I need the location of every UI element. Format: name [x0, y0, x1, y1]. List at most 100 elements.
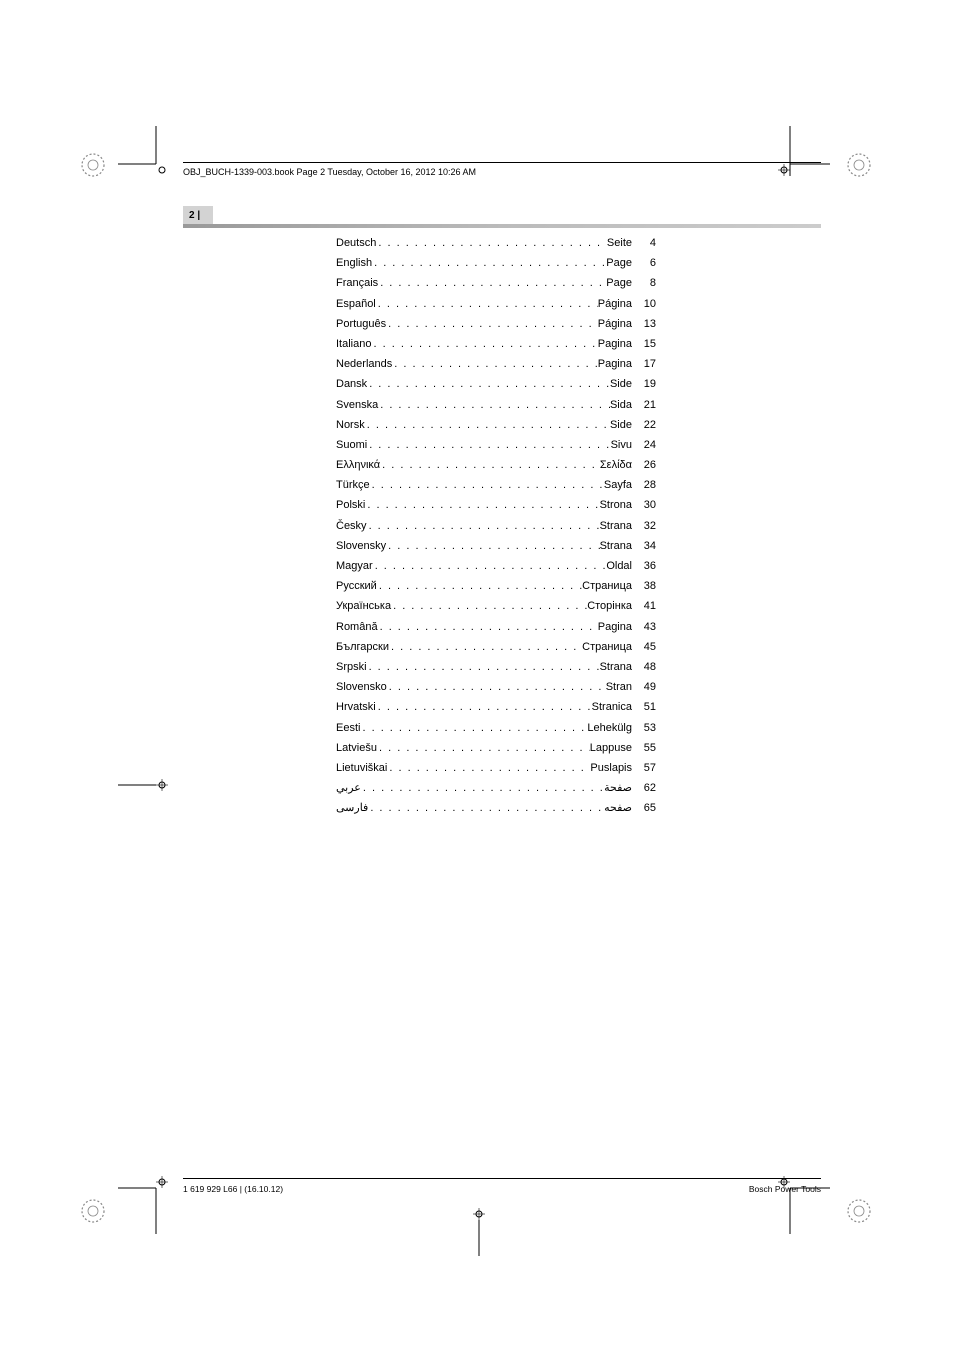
- toc-page-number: 32: [632, 521, 656, 532]
- toc-page-label: Σελίδα: [600, 460, 632, 471]
- toc-row: Slovensky. . . . . . . . . . . . . . . .…: [336, 541, 656, 552]
- toc-language: Latviešu: [336, 743, 377, 754]
- registration-mark-br: [846, 1198, 872, 1224]
- toc-language: Română: [336, 622, 378, 633]
- toc-page-label: Page: [606, 278, 632, 289]
- toc-page-number: 45: [632, 642, 656, 653]
- toc-language: Deutsch: [336, 238, 376, 249]
- toc-page-number: 49: [632, 682, 656, 693]
- toc-language: Български: [336, 642, 389, 653]
- toc-row: Latviešu. . . . . . . . . . . . . . . . …: [336, 743, 656, 754]
- toc-row: فارسی. . . . . . . . . . . . . . . . . .…: [336, 803, 656, 814]
- toc-leader-dots: . . . . . . . . . . . . . . . . . . . . …: [361, 783, 604, 794]
- toc-language: English: [336, 258, 372, 269]
- toc-row: Русский. . . . . . . . . . . . . . . . .…: [336, 581, 656, 592]
- toc-page-label: Strana: [600, 541, 632, 552]
- toc-leader-dots: . . . . . . . . . . . . . . . . . . . . …: [392, 359, 597, 370]
- toc-language: عربي: [336, 783, 361, 794]
- toc-language: Русский: [336, 581, 377, 592]
- toc-page-number: 24: [632, 440, 656, 451]
- toc-page-number: 6: [632, 258, 656, 269]
- toc-page-number: 55: [632, 743, 656, 754]
- toc-page-label: Страница: [582, 581, 632, 592]
- toc-page-label: صفحه: [604, 803, 632, 814]
- toc-leader-dots: . . . . . . . . . . . . . . . . . . . . …: [386, 319, 598, 330]
- page-number-label: 2 |: [189, 210, 200, 221]
- crop-mark-bottom-left: [118, 1174, 178, 1234]
- toc-leader-dots: . . . . . . . . . . . . . . . . . . . . …: [386, 541, 599, 552]
- toc-row: Dansk. . . . . . . . . . . . . . . . . .…: [336, 379, 656, 390]
- toc-language: Srpski: [336, 662, 367, 673]
- toc-language: Türkçe: [336, 480, 370, 491]
- crop-mark-bottom-center: [464, 1206, 494, 1256]
- toc-language: Português: [336, 319, 386, 330]
- toc-leader-dots: . . . . . . . . . . . . . . . . . . . . …: [376, 299, 598, 310]
- page-header-rule: [183, 224, 821, 228]
- toc-leader-dots: . . . . . . . . . . . . . . . . . . . . …: [376, 238, 607, 249]
- crop-mark-bottom-right: [770, 1174, 830, 1234]
- toc-page-number: 26: [632, 460, 656, 471]
- toc-leader-dots: . . . . . . . . . . . . . . . . . . . . …: [367, 379, 610, 390]
- toc-page-label: صفحة: [604, 783, 632, 794]
- toc-language: Slovensko: [336, 682, 387, 693]
- toc-page-number: 13: [632, 319, 656, 330]
- toc-language: Dansk: [336, 379, 367, 390]
- toc-leader-dots: . . . . . . . . . . . . . . . . . . . . …: [377, 743, 590, 754]
- toc-page-number: 15: [632, 339, 656, 350]
- toc-page-label: Sivu: [611, 440, 632, 451]
- toc-leader-dots: . . . . . . . . . . . . . . . . . . . . …: [378, 622, 598, 633]
- toc-language: Nederlands: [336, 359, 392, 370]
- toc-row: Slovensko. . . . . . . . . . . . . . . .…: [336, 682, 656, 693]
- registration-mark-bl: [80, 1198, 106, 1224]
- toc-language: Magyar: [336, 561, 373, 572]
- toc-row: Türkçe. . . . . . . . . . . . . . . . . …: [336, 480, 656, 491]
- toc-page-label: Puslapis: [590, 763, 632, 774]
- toc-leader-dots: . . . . . . . . . . . . . . . . . . . . …: [371, 339, 597, 350]
- toc-row: Eesti. . . . . . . . . . . . . . . . . .…: [336, 723, 656, 734]
- toc-leader-dots: . . . . . . . . . . . . . . . . . . . . …: [368, 803, 604, 814]
- toc-page-number: 34: [632, 541, 656, 552]
- toc-language: Español: [336, 299, 376, 310]
- toc-page-label: Seite: [607, 238, 632, 249]
- toc-page-number: 36: [632, 561, 656, 572]
- toc-leader-dots: . . . . . . . . . . . . . . . . . . . . …: [370, 480, 604, 491]
- toc-page-number: 21: [632, 400, 656, 411]
- toc-language: Norsk: [336, 420, 365, 431]
- toc-row: English. . . . . . . . . . . . . . . . .…: [336, 258, 656, 269]
- toc-language: Slovensky: [336, 541, 386, 552]
- toc-page-number: 53: [632, 723, 656, 734]
- toc-page-number: 19: [632, 379, 656, 390]
- toc-row: Lietuviškai. . . . . . . . . . . . . . .…: [336, 763, 656, 774]
- toc-leader-dots: . . . . . . . . . . . . . . . . . . . . …: [373, 561, 607, 572]
- toc-language: Svenska: [336, 400, 378, 411]
- toc-language: Lietuviškai: [336, 763, 387, 774]
- footer-rule: [183, 1178, 821, 1179]
- toc-page-number: 8: [632, 278, 656, 289]
- toc-page-number: 4: [632, 238, 656, 249]
- toc-row: Svenska. . . . . . . . . . . . . . . . .…: [336, 400, 656, 411]
- toc-page-number: 30: [632, 500, 656, 511]
- toc-row: Ελληνικά. . . . . . . . . . . . . . . . …: [336, 460, 656, 471]
- toc-row: Deutsch. . . . . . . . . . . . . . . . .…: [336, 238, 656, 249]
- toc-page-label: Sayfa: [604, 480, 632, 491]
- toc-language: Eesti: [336, 723, 360, 734]
- toc-page-number: 41: [632, 601, 656, 612]
- toc-page-number: 17: [632, 359, 656, 370]
- crop-mark-top-left: [118, 126, 168, 176]
- toc-page-label: Pagina: [598, 359, 632, 370]
- toc-leader-dots: . . . . . . . . . . . . . . . . . . . . …: [387, 682, 606, 693]
- toc-leader-dots: . . . . . . . . . . . . . . . . . . . . …: [377, 581, 582, 592]
- toc-page-label: Pagina: [598, 339, 632, 350]
- registration-mark-tl: [80, 152, 106, 178]
- toc-page-number: 51: [632, 702, 656, 713]
- toc-row: Hrvatski. . . . . . . . . . . . . . . . …: [336, 702, 656, 713]
- toc-page-label: Sida: [610, 400, 632, 411]
- toc-row: Italiano. . . . . . . . . . . . . . . . …: [336, 339, 656, 350]
- page-number-box: 2 |: [183, 206, 213, 224]
- toc-language: Italiano: [336, 339, 371, 350]
- toc-leader-dots: . . . . . . . . . . . . . . . . . . . . …: [387, 763, 590, 774]
- toc-page-label: Stranica: [592, 702, 632, 713]
- toc-page-label: Oldal: [606, 561, 632, 572]
- toc-row: Norsk. . . . . . . . . . . . . . . . . .…: [336, 420, 656, 431]
- toc-page-number: 43: [632, 622, 656, 633]
